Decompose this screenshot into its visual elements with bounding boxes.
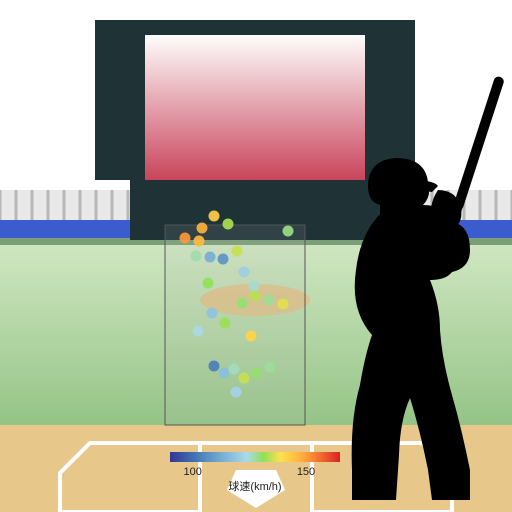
pitch-dot [193, 326, 204, 337]
pitch-dot [264, 295, 275, 306]
pitch-dot [219, 368, 230, 379]
pitch-dot [223, 219, 234, 230]
pitch-dot [218, 254, 229, 265]
pitch-dot [246, 331, 257, 342]
pitch-dot [203, 278, 214, 289]
pitch-dot [191, 251, 202, 262]
pitch-dot [209, 211, 220, 222]
pitch-dot [197, 223, 208, 234]
pitch-dot [239, 267, 250, 278]
colorbar-gradient [170, 452, 340, 462]
pitch-location-figure: 100 150 球速(km/h) [0, 0, 512, 512]
pitch-dot [237, 298, 248, 309]
pitch-dot [229, 364, 240, 375]
pitch-dot [251, 368, 262, 379]
colorbar-tick-label: 100 [183, 466, 201, 478]
pitch-dot [232, 246, 243, 257]
pitch-dot [209, 361, 220, 372]
pitch-dot [180, 233, 191, 244]
scoreboard-screen [145, 35, 365, 180]
pitch-dot [265, 362, 276, 373]
pitch-dot [239, 373, 250, 384]
pitch-dot [278, 299, 289, 310]
pitch-dot [249, 281, 260, 292]
pitch-dot [207, 308, 218, 319]
pitch-dot [283, 226, 294, 237]
pitch-dot [205, 252, 216, 263]
scene-svg: 100 150 球速(km/h) [0, 0, 512, 512]
pitch-dot [194, 236, 205, 247]
pitch-dot [220, 318, 231, 329]
colorbar-axis-label: 球速(km/h) [228, 479, 281, 493]
pitch-dot [231, 387, 242, 398]
colorbar-tick-label: 150 [297, 466, 315, 478]
pitch-dot [250, 291, 261, 302]
